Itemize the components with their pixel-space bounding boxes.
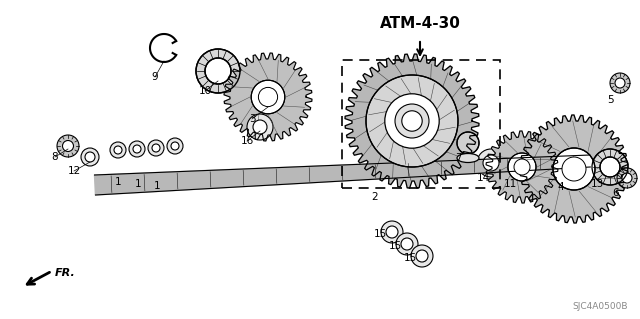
Polygon shape xyxy=(224,53,312,141)
Text: 10: 10 xyxy=(198,86,212,96)
Text: 5: 5 xyxy=(608,95,614,105)
Circle shape xyxy=(352,61,472,181)
Circle shape xyxy=(167,138,183,154)
Text: 3: 3 xyxy=(249,114,255,124)
Circle shape xyxy=(610,73,630,93)
Text: ATM-4-30: ATM-4-30 xyxy=(380,17,460,32)
Circle shape xyxy=(148,140,164,156)
Circle shape xyxy=(251,80,285,114)
Circle shape xyxy=(553,148,595,190)
Circle shape xyxy=(196,49,240,93)
Text: 8: 8 xyxy=(52,152,58,162)
Circle shape xyxy=(129,141,145,157)
Circle shape xyxy=(366,75,458,167)
Text: 11: 11 xyxy=(504,179,516,189)
Circle shape xyxy=(114,146,122,154)
Circle shape xyxy=(526,121,622,217)
Circle shape xyxy=(230,59,306,135)
Text: 1: 1 xyxy=(154,181,160,191)
Circle shape xyxy=(81,148,99,166)
Circle shape xyxy=(63,140,74,152)
Circle shape xyxy=(508,153,536,181)
Circle shape xyxy=(205,58,231,84)
Text: 12: 12 xyxy=(67,166,81,176)
Circle shape xyxy=(386,226,398,238)
Text: 15: 15 xyxy=(403,253,417,263)
Ellipse shape xyxy=(457,153,479,162)
Text: 7: 7 xyxy=(454,153,461,163)
Circle shape xyxy=(259,87,278,107)
Circle shape xyxy=(152,144,160,152)
Text: 4: 4 xyxy=(557,182,564,192)
Circle shape xyxy=(85,152,95,162)
Circle shape xyxy=(401,238,413,250)
Text: 1: 1 xyxy=(134,179,141,189)
Circle shape xyxy=(171,142,179,150)
Polygon shape xyxy=(520,115,628,223)
Text: 13: 13 xyxy=(590,179,604,189)
Circle shape xyxy=(600,157,620,177)
Circle shape xyxy=(253,120,267,134)
Polygon shape xyxy=(345,54,479,188)
Circle shape xyxy=(592,149,628,185)
Bar xyxy=(342,60,500,188)
Circle shape xyxy=(622,173,632,183)
Text: FR.: FR. xyxy=(55,268,76,278)
Circle shape xyxy=(57,135,79,157)
Circle shape xyxy=(492,137,552,197)
Text: 15: 15 xyxy=(373,229,387,239)
Text: 16: 16 xyxy=(241,136,253,146)
Text: 1: 1 xyxy=(115,177,122,187)
Circle shape xyxy=(562,157,586,181)
Circle shape xyxy=(617,168,637,188)
Text: 9: 9 xyxy=(152,72,158,82)
Circle shape xyxy=(411,245,433,267)
Text: 15: 15 xyxy=(388,241,402,251)
Circle shape xyxy=(416,250,428,262)
Circle shape xyxy=(247,114,273,140)
Circle shape xyxy=(483,155,499,171)
Text: SJC4A0500B: SJC4A0500B xyxy=(573,302,628,311)
Text: 2: 2 xyxy=(372,192,378,202)
Polygon shape xyxy=(95,155,590,195)
Circle shape xyxy=(133,145,141,153)
Circle shape xyxy=(381,221,403,243)
Text: 6: 6 xyxy=(612,188,620,198)
Circle shape xyxy=(385,94,439,148)
Circle shape xyxy=(395,104,429,138)
Circle shape xyxy=(615,78,625,88)
Circle shape xyxy=(477,149,505,177)
Circle shape xyxy=(514,159,530,175)
Circle shape xyxy=(396,233,418,255)
Circle shape xyxy=(402,111,422,131)
Circle shape xyxy=(457,132,479,154)
Text: 14: 14 xyxy=(476,173,490,183)
Polygon shape xyxy=(486,131,558,203)
Circle shape xyxy=(110,142,126,158)
